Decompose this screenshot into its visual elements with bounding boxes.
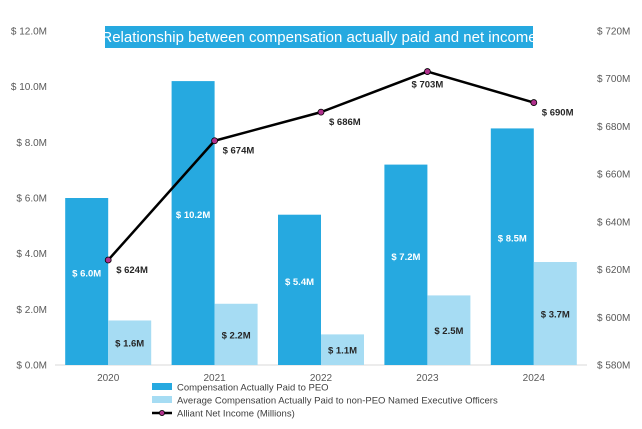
right-axis-tick-label: $ 580M [597,361,630,372]
left-axis-tick-label: $ 2.0M [16,305,47,316]
x-axis-tick-label: 2020 [97,373,120,384]
left-axis-tick-label: $ 6.0M [16,194,47,205]
right-axis-tick-label: $ 640M [597,217,630,228]
x-axis-tick-label: 2021 [203,373,226,384]
bar-non-peo-label: $ 1.6M [115,339,144,350]
left-axis-tick-label: $ 12.0M [11,27,47,38]
chart-title: Relationship between compensation actual… [101,26,537,48]
x-axis: 2020 2021 2022 2023 2024 [97,373,545,384]
bar-series [65,81,577,365]
bar-peo-label: $ 10.2M [176,210,210,221]
net-income-label: $ 674M [223,146,255,157]
bar-peo-label: $ 7.2M [391,252,420,263]
right-axis-tick-label: $ 680M [597,122,630,133]
bar-non-peo-label: $ 1.1M [328,346,357,357]
legend-swatch-marker [158,409,165,416]
left-axis-tick-label: $ 10.0M [11,82,47,93]
net-income-point [211,137,219,145]
net-income-line-series: $ 624M $ 674M $ 686M $ 703M $ 690M [104,68,574,276]
x-axis-tick-label: 2024 [523,373,546,384]
right-axis-tick-label: $ 720M [597,27,630,38]
right-y-axis: $ 580M $ 600M $ 620M $ 640M $ 660M $ 680M $ 70… [597,27,630,372]
chart-title-text: Relationship between compensation actual… [101,29,536,46]
bar-non-peo-label: $ 2.2M [222,330,251,341]
right-axis-tick-label: $ 700M [597,74,630,85]
net-income-label: $ 703M [412,80,444,91]
right-axis-tick-label: $ 620M [597,265,630,276]
bar-non-peo-label: $ 2.5M [434,326,463,337]
bar-peo [278,214,321,365]
bar-peo-label: $ 5.4M [285,277,314,288]
x-axis-tick-label: 2023 [416,373,439,384]
legend: Compensation Actually Paid to PEO Average… [152,383,498,420]
bar-peo-label: $ 6.0M [72,269,101,280]
left-y-axis: $ 0.0M $ 2.0M $ 4.0M $ 6.0M $ 8.0M $ 10.0M $ 1… [11,27,47,372]
left-axis-tick-label: $ 4.0M [16,249,47,260]
bar-non-peo [533,262,577,365]
right-axis-tick-label: $ 660M [597,170,630,181]
net-income-point [317,108,325,116]
net-income-point [530,99,538,106]
bar-peo [490,128,534,365]
bar-peo [65,198,109,365]
bar-peo [171,81,215,365]
right-axis-tick-label: $ 600M [597,313,630,324]
net-income-label: $ 686M [329,117,361,128]
chart-title-background [105,26,533,48]
x-axis-tick-label: 2022 [310,373,333,384]
bar-peo-label: $ 8.5M [498,234,527,245]
legend-swatch-peo [152,383,172,390]
legend-swatch-non-peo [152,396,172,403]
net-income-label: $ 624M [116,265,148,276]
bar-non-peo [427,295,471,365]
left-axis-tick-label: $ 8.0M [16,138,47,149]
net-income-point [423,68,431,75]
bar-non-peo [108,320,152,365]
bar-peo [384,164,428,365]
bar-non-peo [214,303,258,365]
net-income-label: $ 690M [542,108,574,119]
legend-label: Compensation Actually Paid to PEO [177,383,329,394]
legend-label: Alliant Net Income (Millions) [177,409,295,420]
bar-non-peo [321,334,364,365]
net-income-point [104,256,112,264]
left-axis-tick-label: $ 0.0M [16,361,47,372]
legend-label: Average Compensation Actually Paid to no… [177,396,498,407]
bar-data-labels: $ 6.0M $ 1.6M $ 10.2M $ 2.2M $ 5.4M $ 1.1M $ 7… [72,210,570,357]
bar-non-peo-label: $ 3.7M [541,310,570,321]
